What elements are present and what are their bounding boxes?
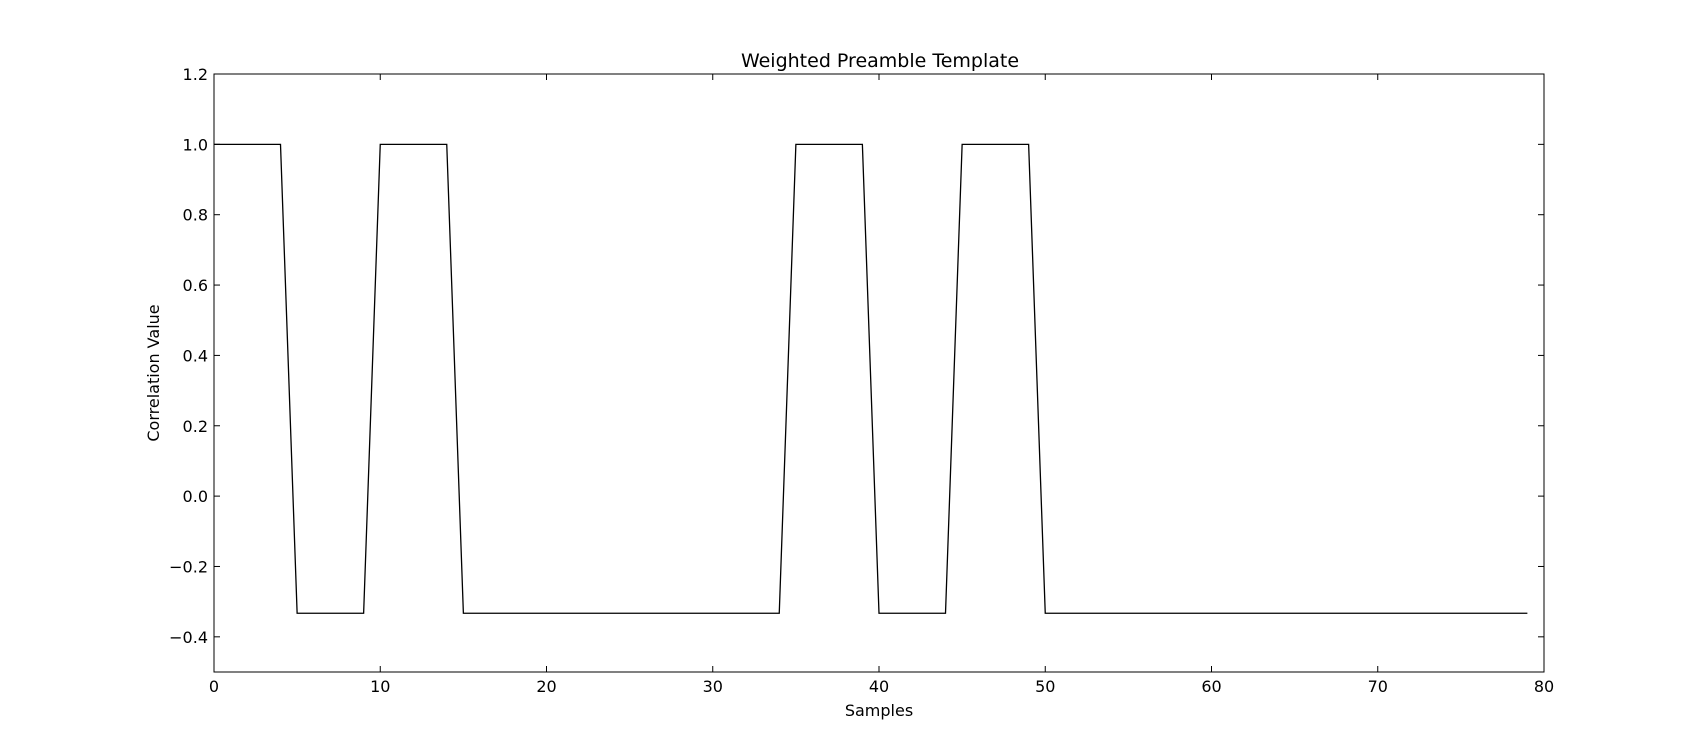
x-tick-label: 70 <box>1368 677 1388 696</box>
x-tick-label: 20 <box>536 677 556 696</box>
y-tick-label: 1.0 <box>183 135 208 154</box>
x-axis-label: Samples <box>845 701 913 720</box>
series-layer <box>214 143 1528 614</box>
ticks-layer: 0 10 20 30 40 50 60 70 80 −0.4 −0.2 0.0 0.2 0.4 0.6 0.8… <box>169 65 1554 696</box>
y-axis-label: Correlation Value <box>144 304 163 441</box>
plot-frame <box>213 73 1545 673</box>
x-tick-label: 50 <box>1035 677 1055 696</box>
x-tick-label: 30 <box>703 677 723 696</box>
y-tick-label: 1.2 <box>183 65 208 84</box>
y-tick-label: 0.8 <box>183 206 208 225</box>
y-tick-label: 0.4 <box>183 346 208 365</box>
y-tick-label: 0.0 <box>183 487 208 506</box>
y-tick-label: −0.4 <box>169 628 208 647</box>
series-line-0 <box>214 143 1528 614</box>
x-tick-label: 40 <box>869 677 889 696</box>
x-tick-label: 80 <box>1534 677 1554 696</box>
y-tick-label: 0.2 <box>183 417 208 436</box>
y-tick-label: −0.2 <box>169 557 208 576</box>
chart-title: Weighted Preamble Template <box>741 50 1019 72</box>
x-tick-label: 0 <box>209 677 219 696</box>
y-tick-label: 0.6 <box>183 276 208 295</box>
x-tick-label: 10 <box>370 677 390 696</box>
x-tick-label: 60 <box>1201 677 1221 696</box>
